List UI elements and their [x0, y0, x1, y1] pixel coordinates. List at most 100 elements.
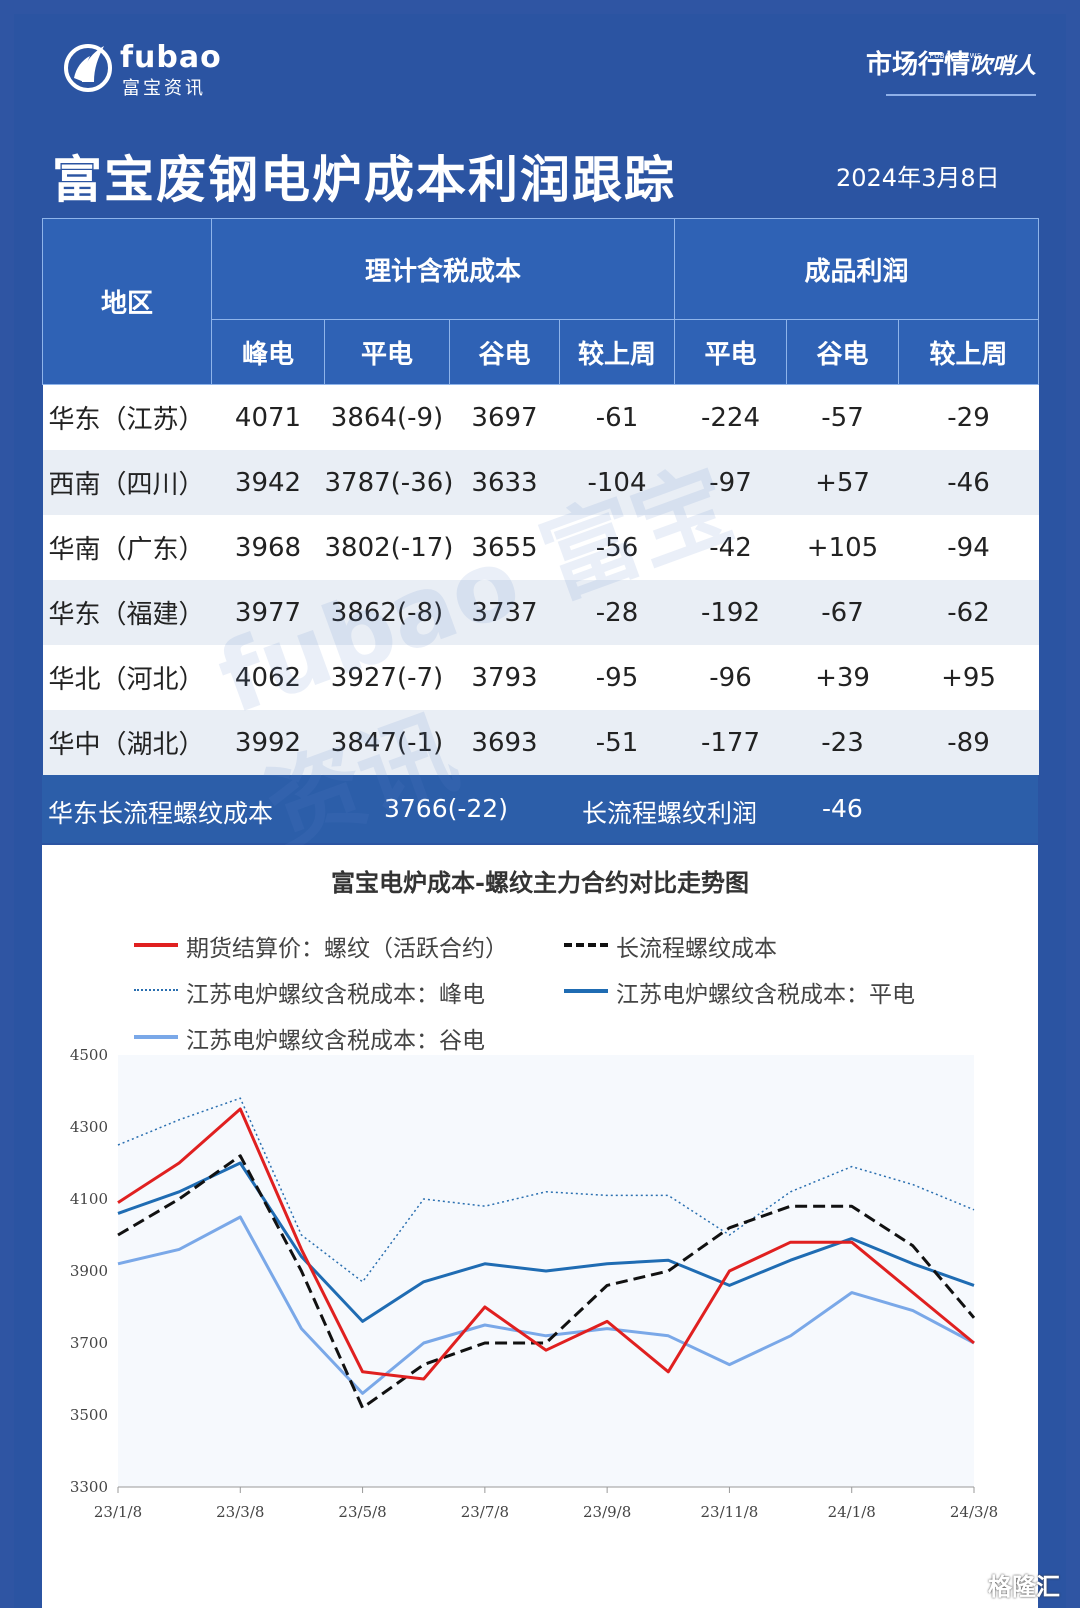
table-cell: 3793 — [449, 645, 560, 710]
table-cell: 3697 — [449, 384, 560, 450]
header-region: 地区 — [42, 218, 212, 385]
chart-panel: 富宝电炉成本-螺纹主力合约对比走势图 期货结算价：螺纹（活跃合约） 长流程螺纹成本… — [42, 845, 1038, 1608]
table-cell: 3737 — [449, 580, 560, 645]
logo-text-cn: 富宝资讯 — [122, 78, 206, 99]
subheader: 较上周 — [898, 319, 1040, 385]
table-cell: -104 — [559, 450, 675, 515]
y-tick-label: 3900 — [70, 1262, 108, 1280]
table-cell: 3864(-9) — [324, 384, 450, 450]
legend-label: 江苏电炉螺纹含税成本：平电 — [616, 982, 915, 1008]
y-tick-label: 4300 — [70, 1118, 108, 1136]
legend-item: 江苏电炉螺纹含税成本：平电 — [564, 975, 915, 1009]
legend-swatch — [134, 1035, 178, 1039]
legend-item: 期货结算价：螺纹（活跃合约） — [134, 929, 508, 963]
cell-region: 西南（四川） — [42, 450, 212, 515]
fubao-leaf-icon — [64, 44, 112, 92]
x-tick-label: 23/7/8 — [461, 1503, 509, 1521]
table-cell: 3693 — [449, 710, 560, 775]
summary-label-cost: 华东长流程螺纹成本 — [48, 799, 274, 828]
table-cell: -177 — [674, 710, 787, 775]
subheader: 平电 — [324, 319, 450, 385]
table-cell: -57 — [786, 384, 899, 450]
table-row: 华东（江苏） 4071 3864(-9) 3697 -61 -224 -57 -29 — [42, 384, 1039, 450]
series-line-2 — [117, 1097, 975, 1283]
table-cell: +95 — [898, 645, 1039, 710]
legend-swatch — [564, 989, 608, 993]
table-cell: 3977 — [211, 580, 325, 645]
subheader: 较上周 — [558, 319, 676, 385]
table-cell: -56 — [559, 515, 675, 580]
logo-text-en: fubao — [120, 40, 222, 75]
fubao-logo: fubao 富宝资讯 — [64, 38, 224, 99]
cost-profit-table: 地区 理计含税成本 成品利润 峰电 平电 谷电 较上周 平电 谷电 较上周 华东… — [42, 218, 1040, 775]
subheader: 谷电 — [449, 319, 560, 385]
table-cell: -192 — [674, 580, 787, 645]
table-cell: 3942 — [211, 450, 325, 515]
table-cell: 3847(-1) — [324, 710, 450, 775]
legend-label: 江苏电炉螺纹含税成本：峰电 — [186, 982, 485, 1008]
table-cell: -62 — [898, 580, 1039, 645]
table-cell: -95 — [559, 645, 675, 710]
x-tick-label: 24/1/8 — [828, 1503, 876, 1521]
table-cell: -61 — [559, 384, 675, 450]
table-cell: 3787(-36) — [324, 450, 453, 515]
brand-small: FUBAO NEWS — [929, 52, 982, 60]
table-cell: -29 — [898, 384, 1039, 450]
corner-watermark: 格隆汇 — [988, 1573, 1060, 1601]
cell-region: 华南（广东） — [42, 515, 212, 580]
table-cell: -96 — [674, 645, 787, 710]
brand-right: FUBAO NEWS 市场行情吹哨人 — [856, 44, 1036, 100]
y-tick-label: 3300 — [70, 1478, 108, 1496]
brand-line2: 吹哨人 — [969, 54, 1036, 79]
table-cell: 4062 — [211, 645, 325, 710]
y-tick-label: 3500 — [70, 1406, 108, 1424]
table-row: 西南（四川） 3942 3787(-36) 3633 -104 -97 +57 -46 — [42, 450, 1039, 515]
x-tick-label: 23/5/8 — [338, 1503, 386, 1521]
table-cell: -23 — [786, 710, 899, 775]
brand-underline — [886, 94, 1036, 96]
table-cell: -46 — [898, 450, 1039, 515]
table-cell: +39 — [786, 645, 899, 710]
table-cell: -97 — [674, 450, 787, 515]
legend-item: 长流程螺纹成本 — [564, 929, 777, 963]
cell-region: 华中（湖北） — [42, 710, 212, 775]
table-cell: -89 — [898, 710, 1039, 775]
table-cell: 3862(-8) — [324, 580, 450, 645]
table-row: 华东（福建） 3977 3862(-8) 3737 -28 -192 -67 -62 — [42, 580, 1039, 645]
summary-value-profit: -46 — [822, 794, 863, 823]
y-tick-label: 3700 — [70, 1334, 108, 1352]
x-tick-label: 23/11/8 — [701, 1503, 759, 1521]
series-line-0 — [117, 1107, 975, 1381]
x-tick-label: 23/3/8 — [216, 1503, 264, 1521]
series-line-1 — [117, 1154, 976, 1410]
line-chart: 3300 3500 3700 3900 4100 4300 4500 23/1/8 23/3/8… — [70, 1046, 998, 1521]
summary-value-cost: 3766(-22) — [384, 794, 508, 823]
legend-label: 长流程螺纹成本 — [616, 936, 777, 962]
series-line-4 — [117, 1215, 975, 1395]
table-cell: -51 — [559, 710, 675, 775]
table-cell: +105 — [786, 515, 899, 580]
page-title: 富宝废钢电炉成本利润跟踪 — [52, 151, 676, 209]
table-cell: 4071 — [211, 384, 325, 450]
table-cell: 3633 — [449, 450, 560, 515]
legend-label: 期货结算价：螺纹（活跃合约） — [186, 936, 508, 962]
table-cell: 3968 — [211, 515, 325, 580]
report-date: 2024年3月8日 — [836, 164, 1000, 192]
table-row: 华中（湖北） 3992 3847(-1) 3693 -51 -177 -23 -89 — [42, 710, 1039, 775]
table-cell: -67 — [786, 580, 899, 645]
brand-line1: 市场行情 — [865, 50, 970, 80]
header-profit-group: 成品利润 — [674, 218, 1040, 320]
table-cell: 3927(-7) — [324, 645, 450, 710]
subheader: 平电 — [674, 319, 788, 385]
summary-bar: 华东长流程螺纹成本 3766(-22) 长流程螺纹利润 -46 — [42, 775, 1038, 843]
x-tick-label: 23/9/8 — [583, 1503, 631, 1521]
table-cell: -94 — [898, 515, 1039, 580]
subheader: 谷电 — [786, 319, 900, 385]
legend-item: 江苏电炉螺纹含税成本：峰电 — [134, 975, 485, 1009]
legend-item: 江苏电炉螺纹含税成本：谷电 — [134, 1021, 485, 1055]
subheader: 峰电 — [211, 319, 325, 385]
cell-region: 华东（福建） — [42, 580, 212, 645]
table-cell: 3802(-17) — [324, 515, 453, 580]
cell-region: 华北（河北） — [42, 645, 212, 710]
summary-label-profit: 长流程螺纹利润 — [582, 799, 758, 828]
